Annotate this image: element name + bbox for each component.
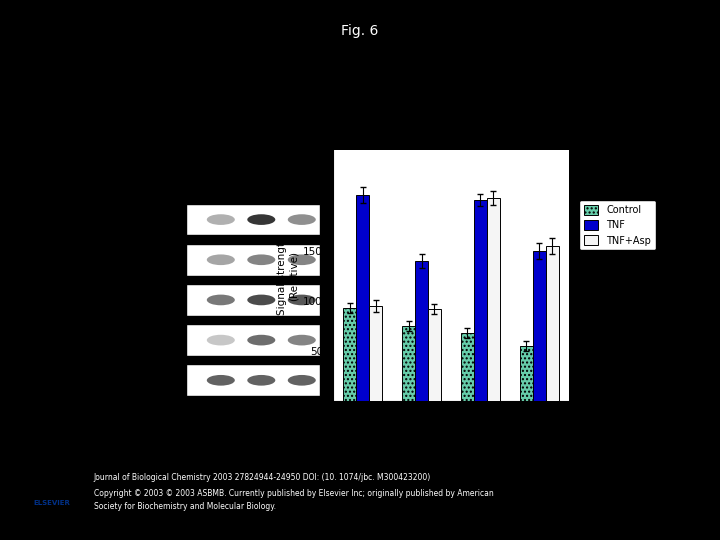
Text: TNF-$\alpha$: TNF-$\alpha$ <box>90 174 125 186</box>
Ellipse shape <box>247 375 275 386</box>
Ellipse shape <box>207 375 235 386</box>
Ellipse shape <box>207 295 235 305</box>
Ellipse shape <box>288 335 316 346</box>
Bar <box>186 204 320 235</box>
Text: pERK: pERK <box>111 295 140 305</box>
Ellipse shape <box>288 295 316 305</box>
Text: Society for Biochemistry and Molecular Biology.: Society for Biochemistry and Molecular B… <box>94 502 276 511</box>
Ellipse shape <box>288 375 316 386</box>
Bar <box>487 198 500 401</box>
Bar <box>186 364 320 396</box>
Bar <box>186 324 320 356</box>
Text: -    -   +: - - + <box>168 202 210 212</box>
Ellipse shape <box>247 295 275 305</box>
Ellipse shape <box>288 254 316 265</box>
Text: Actin: Actin <box>111 375 140 386</box>
Bar <box>415 261 428 401</box>
Ellipse shape <box>207 254 235 265</box>
Text: Fig. 6: Fig. 6 <box>341 24 379 38</box>
Bar <box>546 246 559 401</box>
Legend: Control, TNF, TNF+Asp: Control, TNF, TNF+Asp <box>579 200 656 251</box>
Ellipse shape <box>207 214 235 225</box>
Bar <box>461 333 474 401</box>
Bar <box>428 309 441 401</box>
Ellipse shape <box>247 214 275 225</box>
Bar <box>356 195 369 401</box>
Text: A.  IB: A. IB <box>77 110 114 123</box>
Ellipse shape <box>247 254 275 265</box>
Ellipse shape <box>207 335 235 346</box>
Bar <box>343 308 356 401</box>
Bar <box>402 326 415 401</box>
Text: Aspirin: Aspirin <box>90 202 131 212</box>
Text: pAkt: pAkt <box>114 214 140 225</box>
Text: -    +   +: - + + <box>168 176 215 185</box>
Text: pP70S6: pP70S6 <box>98 255 140 265</box>
Bar <box>533 251 546 401</box>
Text: pPKCζ: pPKCζ <box>105 335 140 345</box>
Bar <box>520 346 533 401</box>
Text: Journal of Biological Chemistry 2003 27824944-24950 DOI: (10. 1074/jbc. M3004232: Journal of Biological Chemistry 2003 278… <box>94 472 431 482</box>
Text: Copyright © 2003 © 2003 ASBMB. Currently published by Elsevier Inc; originally p: Copyright © 2003 © 2003 ASBMB. Currently… <box>94 489 493 498</box>
Text: ELSEVIER: ELSEVIER <box>34 500 71 506</box>
Bar <box>186 244 320 275</box>
Bar <box>369 306 382 401</box>
Text: B. Quantitation: B. Quantitation <box>333 110 440 123</box>
Ellipse shape <box>288 214 316 225</box>
Ellipse shape <box>247 335 275 346</box>
Bar <box>186 284 320 316</box>
Y-axis label: Signal strength
(Relative): Signal strength (Relative) <box>277 236 299 315</box>
Bar <box>474 200 487 401</box>
